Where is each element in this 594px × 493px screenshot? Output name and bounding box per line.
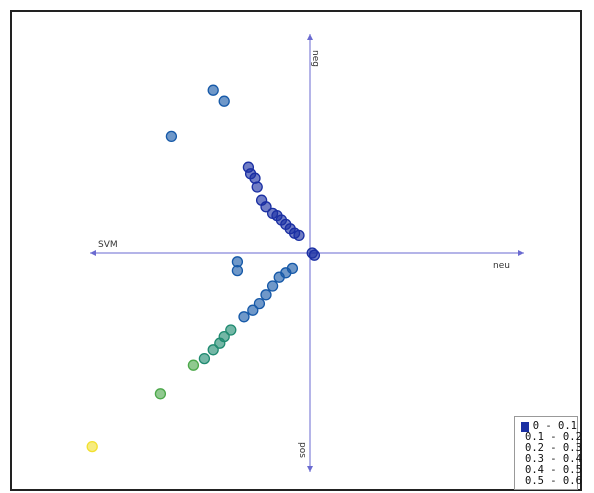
legend: 0 - 0.1 0.1 - 0.2 0.2 - 0.3 0.3 - 0.4 0.4 - … — [514, 416, 582, 490]
data-point — [306, 247, 318, 259]
right-arrow — [518, 250, 524, 256]
legend-label: 0.2 - 0.3 — [525, 442, 582, 454]
data-point — [231, 264, 244, 277]
data-point — [238, 311, 250, 323]
legend-swatch — [521, 421, 529, 432]
legend-label: 0 - 0.1 — [532, 420, 577, 432]
data-point — [266, 280, 279, 292]
legend-label: 0.5 - 0.6 — [525, 475, 582, 487]
data-point — [198, 352, 211, 365]
data-point — [214, 337, 226, 349]
scatter-plot: SVM neu neg pos — [86, 34, 524, 472]
data-point — [253, 297, 266, 310]
legend-entry: 0.1 - 0.2 — [521, 432, 582, 443]
data-point — [242, 161, 255, 173]
legend-label: 0.4 - 0.5 — [525, 464, 582, 476]
chart-frame: SVM neu neg pos — [10, 10, 582, 491]
data-point — [273, 271, 285, 283]
data-point — [218, 95, 230, 107]
axis-label-right: neu — [493, 261, 510, 271]
data-point — [154, 388, 167, 400]
legend-entry: 0.5 - 0.6 — [521, 476, 582, 487]
data-point — [255, 194, 268, 206]
left-arrow — [90, 250, 96, 256]
data-point — [247, 304, 259, 316]
legend-entry: 0.4 - 0.5 — [521, 465, 582, 476]
axis-label-top: neg — [310, 50, 320, 67]
data-point — [260, 289, 272, 301]
legend-entry: 0.2 - 0.3 — [521, 443, 582, 454]
legend-label: 0.3 - 0.4 — [525, 453, 582, 465]
legend-entry: 0.3 - 0.4 — [521, 454, 582, 465]
top-arrow — [307, 34, 313, 40]
data-point — [86, 440, 98, 453]
data-point — [207, 344, 219, 356]
data-point — [266, 207, 279, 220]
axis-label-bottom: pos — [297, 442, 307, 458]
legend-label: 0.1 - 0.2 — [525, 431, 582, 443]
bottom-arrow — [307, 466, 313, 472]
data-point — [187, 359, 200, 371]
data-point — [207, 84, 219, 96]
data-point — [165, 130, 178, 143]
points — [86, 84, 321, 453]
axis-label-left: SVM — [98, 240, 118, 250]
data-point — [225, 324, 237, 336]
legend-entry: 0 - 0.1 — [521, 421, 577, 432]
